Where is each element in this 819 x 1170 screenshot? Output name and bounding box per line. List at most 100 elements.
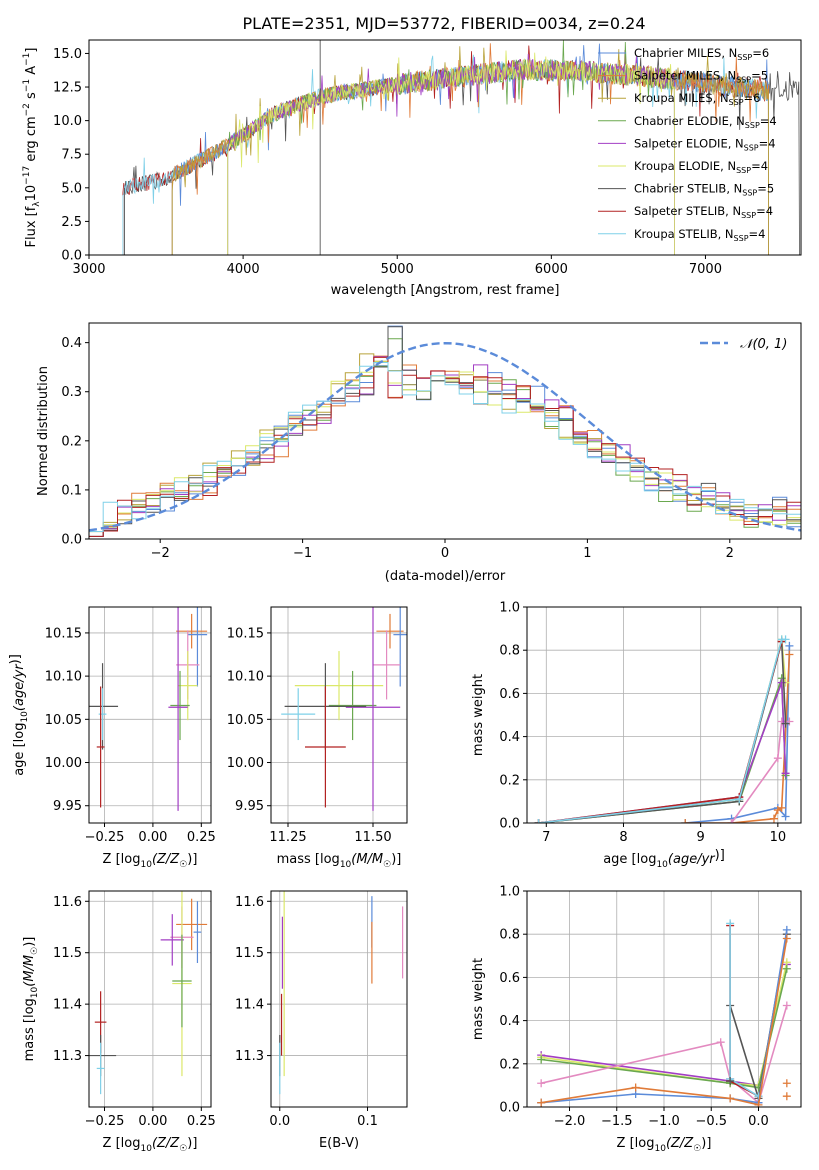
label-part: (Z/Z	[666, 1136, 694, 1151]
weight-marker	[537, 1055, 546, 1064]
y-tick-label: 0.6	[499, 687, 520, 702]
axes-frame	[88, 322, 802, 540]
legend-text: Salpeter MILES, N	[634, 69, 736, 83]
y-tick-label: 11.3	[53, 1049, 82, 1064]
label-part: mass [log	[22, 998, 37, 1061]
figure-title: PLATE=2351, MJD=53772, FIBERID=0034, z=0…	[242, 14, 645, 33]
y-tick-label: 0.2	[499, 773, 520, 788]
label-part: Z [log	[103, 1136, 141, 1151]
weight-marker	[726, 919, 735, 928]
x-tick-label: −1.0	[648, 1114, 680, 1129]
weight-marker	[781, 812, 790, 821]
weight-marker	[782, 964, 791, 973]
weight-marker	[785, 641, 794, 650]
gaussian-curve	[89, 341, 801, 532]
x-tick-label: 0.25	[187, 1114, 216, 1129]
label-part: (Z/Z	[152, 852, 180, 867]
label-sub: 10	[340, 860, 352, 870]
legend-entry: Salpeter STELIB, NSSP=4	[634, 204, 773, 220]
Z-age-panel: −0.25 0.00 0.25 9.95 10.00 10.05 10.10 10.15 Z […	[8, 606, 216, 870]
legend-entry: Kroupa STELIB, NSSP=4	[634, 227, 765, 243]
legend-sub: SSP	[736, 76, 751, 85]
weight-line-kroupa-stelib	[729, 923, 759, 1097]
y-tick-label: 10.05	[45, 713, 82, 728]
weight-marker	[782, 934, 791, 943]
x-tick-label: 2	[726, 546, 734, 561]
y-tick-label: 0.4	[499, 1014, 520, 1029]
x-tick-label: 0.0	[748, 1114, 769, 1129]
y-label-part: −1	[22, 79, 32, 92]
label-part: (age/yr	[12, 663, 27, 711]
x-tick-label: −0.5	[695, 1114, 727, 1129]
legend-entry: Chabrier STELIB, NSSP=5	[634, 182, 774, 198]
EBV-x-label: E(B-V)	[319, 1136, 359, 1151]
y-tick-label: 10.15	[227, 626, 264, 641]
label-part: )]	[701, 1136, 711, 1151]
legend-text: =6	[744, 91, 761, 105]
legend-text: =6	[752, 46, 769, 60]
x-tick-label: 1	[583, 546, 591, 561]
y-tick-label: 10.10	[45, 670, 82, 685]
x-axis-label: age [log10(age/yr)]	[603, 848, 725, 870]
label-part: )]	[8, 654, 23, 664]
weight-marker	[726, 1094, 735, 1103]
spectrum-y-label: Flux [fλ10−17 erg cm−2 s−1 A−1]	[22, 48, 42, 248]
y-tick-label: 11.6	[235, 895, 264, 910]
x-tick-label: −2.0	[554, 1114, 586, 1129]
legend-entry: Chabrier ELODIE, NSSP=4	[634, 114, 777, 130]
y-axis-label: mass [log10(M/M☉)]	[22, 937, 40, 1062]
weight-marker	[726, 1077, 735, 1086]
legend-text: Kroupa MILES, N	[634, 91, 729, 105]
histograms	[89, 325, 801, 537]
weight-marker	[537, 1079, 546, 1088]
legend-text: =5	[757, 182, 774, 196]
label-part: )]	[715, 848, 725, 863]
age-weight-panel: 7 8 9 10 0.0 0.2 0.4 0.6 0.8 1.0 mass weight age [l…	[471, 601, 802, 870]
y-tick-label: 10.10	[227, 670, 264, 685]
y-label-part: −2	[22, 103, 32, 116]
x-tick-label: 0.00	[138, 830, 167, 845]
y-tick-label: 0.2	[499, 1057, 520, 1072]
x-tick-label: −2	[151, 546, 170, 561]
weight-marker	[537, 1098, 546, 1107]
y-tick-label: 0.4	[61, 336, 82, 351]
legend-sub: SSP	[741, 211, 756, 220]
label-part: )]	[187, 852, 197, 867]
residuals-x-label: (data-model)/error	[385, 569, 506, 584]
legend-sub: SSP	[729, 98, 744, 107]
y-axis-label: age [log10(age/yr)]	[8, 654, 30, 776]
spectrum-series-kroupa-elodie	[227, 50, 675, 255]
x-tick-label: 6000	[535, 262, 568, 277]
legend-text: Kroupa STELIB, N	[634, 227, 734, 241]
y-tick-label: 0.6	[499, 971, 520, 986]
y-tick-label: 11.5	[235, 946, 264, 961]
weight-marker	[782, 1079, 791, 1088]
x-tick-label: 11.50	[354, 830, 391, 845]
weight-marker	[727, 819, 736, 823]
weight-lines	[534, 635, 794, 823]
y-tick-label: 0.1	[61, 483, 82, 498]
label-part: )]	[187, 1136, 197, 1151]
y-label-part: λ	[32, 201, 42, 207]
y-label-part: erg cm	[24, 116, 39, 165]
age-weight-y-label: mass weight	[471, 674, 486, 756]
legend-entry: Salpeter ELODIE, NSSP=4	[634, 136, 776, 152]
x-tick-label: 3000	[72, 262, 105, 277]
y-tick-label: 0.8	[499, 644, 520, 659]
label-part: (Z/Z	[152, 1136, 180, 1151]
y-tick-label: 9.95	[235, 799, 264, 814]
spectrum-lines	[122, 40, 800, 255]
weight-line-chabrier-elodie	[538, 678, 787, 823]
y-tick-label: 11.5	[53, 946, 82, 961]
y-tick-label: 11.4	[235, 998, 264, 1013]
label-part: (M/M	[22, 955, 37, 987]
label-part: Z [log	[103, 852, 141, 867]
legend-sub: SSP	[734, 234, 749, 243]
weight-line-kroupa-elodie	[538, 639, 787, 823]
residuals-panel: −2 −1 0 1 2 0.0 0.1 0.2 0.3 0.4 (data-model)/error…	[36, 322, 802, 584]
weight-line-chabrier-stelib	[538, 641, 787, 823]
y-tick-label: 11.3	[235, 1049, 264, 1064]
y-tick-label: 0.0	[499, 817, 520, 832]
label-sub: ☉	[179, 860, 187, 870]
